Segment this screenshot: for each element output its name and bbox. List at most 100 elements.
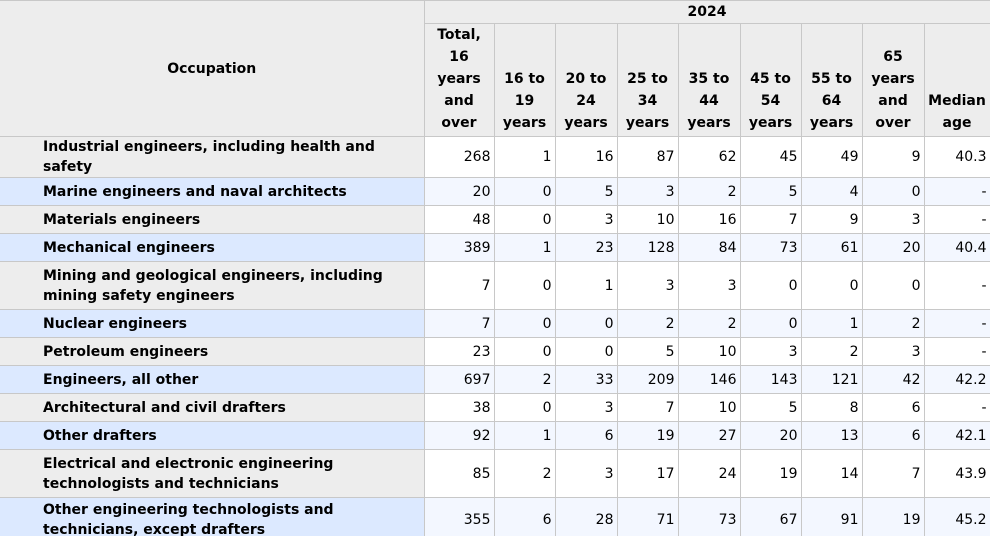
age-65-over-cell: 9 xyxy=(861,136,925,178)
age-55-64-cell: 2 xyxy=(800,337,863,366)
age-35-44-cell: 10 xyxy=(677,337,741,366)
age-20-24-cell: 1 xyxy=(554,261,618,310)
age-16-19-cell: 1 xyxy=(493,421,556,450)
total-cell: 85 xyxy=(423,449,495,498)
median-age-cell: - xyxy=(923,177,990,206)
total-cell: 38 xyxy=(423,393,495,422)
age-65-over-cell: 19 xyxy=(861,497,925,536)
age-16-19-cell: 0 xyxy=(493,205,556,234)
occupation-cell: Other drafters xyxy=(0,421,425,450)
table-row: Engineers, all other 697 2 33 209 146 143 121 42… xyxy=(0,365,990,394)
table-row: Other drafters 92 1 6 19 27 20 13 6 42.1 xyxy=(0,421,990,450)
table-row: Marine engineers and naval architects 20 0… xyxy=(0,177,990,206)
age-16-19-cell: 0 xyxy=(493,309,556,338)
median-age-cell: 43.9 xyxy=(923,449,990,498)
age-65-over-column-header: 65 years and over xyxy=(861,23,925,137)
age-65-over-cell: 42 xyxy=(861,365,925,394)
table-row: Materials engineers 48 0 3 10 16 7 9 3- xyxy=(0,205,990,234)
age-35-44-cell: 62 xyxy=(677,136,741,178)
age-65-over-cell: 7 xyxy=(861,449,925,498)
occupation-cell: Materials engineers xyxy=(0,205,425,234)
age-16-19-cell: 1 xyxy=(493,136,556,178)
age-16-19-cell: 2 xyxy=(493,365,556,394)
age-45-54-cell: 19 xyxy=(739,449,802,498)
occupation-cell: Marine engineers and naval architects xyxy=(0,177,425,206)
age-65-over-cell: 6 xyxy=(861,421,925,450)
total-cell: 7 xyxy=(423,309,495,338)
age-25-34-cell: 209 xyxy=(616,365,679,394)
occupation-cell: Engineers, all other xyxy=(0,365,425,394)
age-55-64-cell: 9 xyxy=(800,205,863,234)
occupation-column-header: Occupation xyxy=(0,0,425,137)
age-65-over-cell: 2 xyxy=(861,309,925,338)
age-35-44-column-header: 35 to 44 years xyxy=(677,23,741,137)
total-cell: 389 xyxy=(423,233,495,262)
total-cell: 7 xyxy=(423,261,495,310)
occupation-cell: Mining and geological engineers, includi… xyxy=(0,261,425,310)
age-25-34-cell: 7 xyxy=(616,393,679,422)
age-45-54-cell: 143 xyxy=(739,365,802,394)
age-45-54-cell: 5 xyxy=(739,177,802,206)
median-age-cell: - xyxy=(923,337,990,366)
median-age-cell: - xyxy=(923,261,990,310)
age-16-19-cell: 0 xyxy=(493,261,556,310)
total-column-header: Total, 16 years and over xyxy=(423,23,495,137)
age-45-54-cell: 3 xyxy=(739,337,802,366)
table-row: Nuclear engineers 7 0 0 2 2 0 1 2- xyxy=(0,309,990,338)
age-20-24-cell: 16 xyxy=(554,136,618,178)
occupation-cell: Architectural and civil drafters xyxy=(0,393,425,422)
median-age-cell: 42.1 xyxy=(923,421,990,450)
age-65-over-cell: 6 xyxy=(861,393,925,422)
age-65-over-cell: 3 xyxy=(861,337,925,366)
median-age-cell: - xyxy=(923,205,990,234)
table-row: Mechanical engineers 389 1 23 128 84 73 61 20 40.… xyxy=(0,233,990,262)
age-16-19-column-header: 16 to 19 years xyxy=(493,23,556,137)
age-55-64-cell: 91 xyxy=(800,497,863,536)
median-age-cell: 40.3 xyxy=(923,136,990,178)
age-20-24-cell: 0 xyxy=(554,337,618,366)
age-45-54-cell: 73 xyxy=(739,233,802,262)
age-16-19-cell: 0 xyxy=(493,337,556,366)
age-25-34-cell: 10 xyxy=(616,205,679,234)
age-25-34-cell: 5 xyxy=(616,337,679,366)
age-25-34-cell: 2 xyxy=(616,309,679,338)
age-20-24-cell: 0 xyxy=(554,309,618,338)
age-20-24-cell: 3 xyxy=(554,205,618,234)
occupation-cell: Nuclear engineers xyxy=(0,309,425,338)
median-age-cell: 45.2 xyxy=(923,497,990,536)
median-age-column-header: Median age xyxy=(923,23,990,137)
age-20-24-cell: 6 xyxy=(554,421,618,450)
age-55-64-cell: 61 xyxy=(800,233,863,262)
age-45-54-cell: 7 xyxy=(739,205,802,234)
table-row: Architectural and civil drafters 38 0 3 7 10 5… xyxy=(0,393,990,422)
age-65-over-cell: 0 xyxy=(861,177,925,206)
total-cell: 23 xyxy=(423,337,495,366)
age-16-19-cell: 1 xyxy=(493,233,556,262)
age-20-24-cell: 3 xyxy=(554,449,618,498)
age-25-34-cell: 71 xyxy=(616,497,679,536)
age-25-34-cell: 128 xyxy=(616,233,679,262)
age-35-44-cell: 3 xyxy=(677,261,741,310)
age-35-44-cell: 2 xyxy=(677,309,741,338)
age-20-24-cell: 3 xyxy=(554,393,618,422)
age-20-24-cell: 23 xyxy=(554,233,618,262)
age-35-44-cell: 10 xyxy=(677,393,741,422)
age-65-over-cell: 20 xyxy=(861,233,925,262)
total-cell: 20 xyxy=(423,177,495,206)
age-55-64-cell: 0 xyxy=(800,261,863,310)
median-age-cell: - xyxy=(923,309,990,338)
age-16-19-cell: 6 xyxy=(493,497,556,536)
median-age-cell: - xyxy=(923,393,990,422)
year-header: 2024 xyxy=(423,0,990,24)
age-35-44-cell: 2 xyxy=(677,177,741,206)
age-25-34-cell: 3 xyxy=(616,177,679,206)
age-16-19-cell: 0 xyxy=(493,393,556,422)
age-35-44-cell: 73 xyxy=(677,497,741,536)
age-35-44-cell: 16 xyxy=(677,205,741,234)
age-45-54-cell: 45 xyxy=(739,136,802,178)
age-65-over-cell: 0 xyxy=(861,261,925,310)
age-55-64-cell: 4 xyxy=(800,177,863,206)
table-row: Mining and geological engineers, includi… xyxy=(0,261,990,310)
age-35-44-cell: 24 xyxy=(677,449,741,498)
